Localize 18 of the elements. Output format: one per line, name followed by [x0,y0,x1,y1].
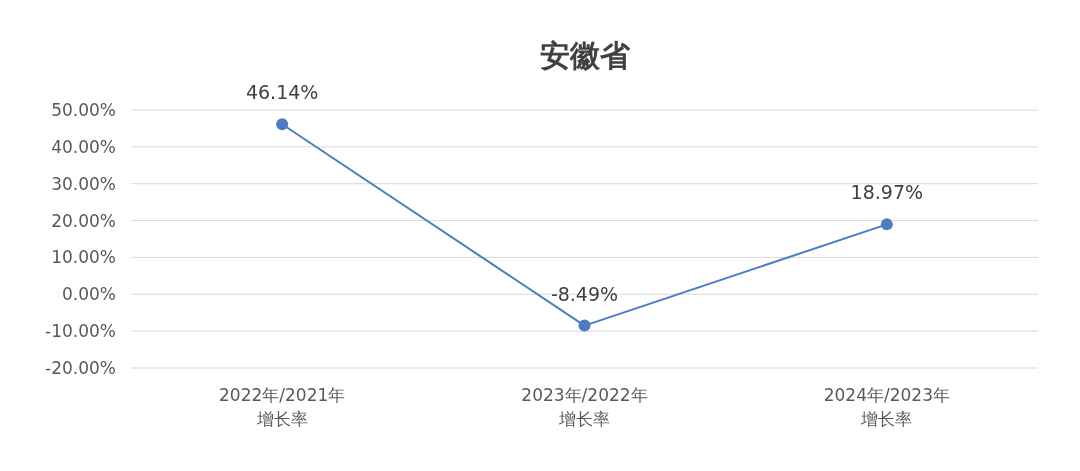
x-tick-label: 2023年/2022年增长率 [521,385,648,429]
y-tick-label: 50.00% [51,100,116,120]
point [578,319,591,332]
y-tick-label: -20.00% [45,358,116,378]
data-label: -8.49% [550,282,619,305]
y-tick-label: 0.00% [61,284,116,305]
y-tick-label: 10.00% [51,247,116,268]
x-tick-label: 2022年/2021年增长率 [219,385,346,429]
y-tick-label: 30.00% [51,173,116,194]
point [276,118,289,131]
chart-title: 安徽省 [539,38,631,73]
data-label: 18.97% [850,181,924,204]
x-tick-label: 2024年/2023年增长率 [823,385,950,429]
y-tick-label: 20.00% [51,210,116,231]
y-tick-label: -10.00% [45,321,116,342]
y-tick-label: 40.00% [51,136,116,157]
data-label: 46.14% [245,81,319,104]
point [880,218,893,231]
